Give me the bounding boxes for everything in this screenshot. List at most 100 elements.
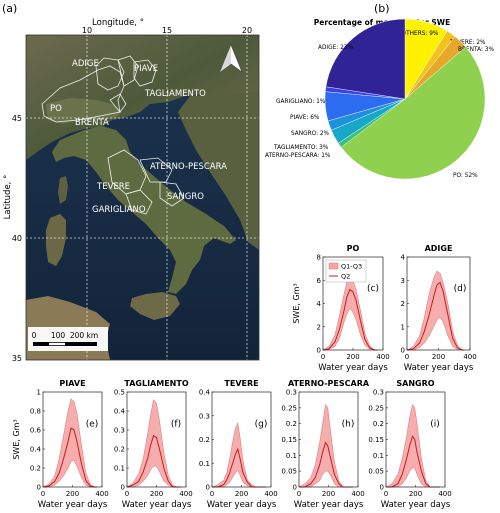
- y-tick-label: 0.25: [281, 404, 297, 412]
- basin-labels: ADIGE PIAVE TAGLIAMENTO PO BRENTA ATERNO…: [50, 59, 227, 215]
- map-x-axis-label: Longitude, °: [92, 18, 144, 28]
- x-tick-label: 0: [297, 490, 301, 498]
- chart-sangro: SANGRO 0 200 400 0 0.05 0.1 0.15 0.2 0.25 0.3 Water…: [368, 379, 451, 510]
- basin-label-piave: PIAVE: [134, 64, 158, 74]
- balkans-land: [178, 92, 259, 250]
- chart-po: PO 0 200 400 0 2 4 6 8 Water year days SWE, Gm³ (c)…: [292, 244, 390, 373]
- chart-title: PO: [347, 244, 360, 253]
- chart-adige: ADIGE 0 200 400 0 1 2 3 4 Water year days (d): [401, 244, 477, 373]
- basin-boundaries: [41, 55, 185, 215]
- chart-title: SANGRO: [396, 379, 434, 388]
- x-tick-label: 0: [405, 353, 409, 361]
- alps-land: [26, 35, 259, 160]
- y-tick-label: 4: [401, 254, 406, 262]
- chart-tagliamento: TAGLIAMENTO 0 200 400 0 0.1 0.2 0.3 0.4 0.5 Water …: [114, 379, 193, 510]
- basin-label-po: PO: [50, 104, 62, 114]
- pie-chart: OTHERS: 9% TEVERE: 2%BRENTA: 3% PO: 52% ATE…: [265, 18, 494, 180]
- map-y-tick: 40: [12, 234, 22, 243]
- y-tick-label: 8: [317, 254, 321, 262]
- pie-label-garigliano: GARIGLIANO: 1%: [276, 99, 326, 105]
- svg-text:(h): (h): [342, 420, 355, 430]
- map-x-tick: 10: [82, 26, 92, 35]
- y-tick-label: 0.05: [368, 468, 384, 476]
- x-tick-label: 0: [384, 490, 388, 498]
- y-axis-label: SWE, Gm³: [12, 419, 21, 459]
- x-axis-label: Water year days: [38, 500, 108, 510]
- y-tick-label: 2: [317, 323, 321, 331]
- x-tick-label: 400: [95, 490, 108, 498]
- y-tick-label: 0.2: [286, 420, 297, 428]
- y-tick-label: 0.1: [114, 465, 125, 473]
- italy-land: [52, 126, 236, 294]
- basin-label-garigliano: GARIGLIANO: [92, 205, 146, 215]
- y-tick-label: 0: [121, 484, 125, 492]
- basin-label-brenta: BRENTA: [75, 118, 109, 128]
- x-tick-label: 200: [409, 490, 422, 498]
- y-tick-label: 0.1: [286, 452, 297, 460]
- y-tick-label: 0.2: [114, 446, 125, 454]
- y-tick-label: 0.4: [30, 446, 42, 454]
- x-tick-label: 0: [321, 353, 325, 361]
- y-tick-label: 0.3: [373, 389, 384, 397]
- x-tick-label: 400: [351, 490, 364, 498]
- map-y-tick: 35: [12, 354, 22, 363]
- basin-label-tevere: TEVERE: [96, 182, 130, 192]
- sardinia-land: [46, 214, 66, 266]
- x-tick-label: 400: [463, 353, 476, 361]
- q2-line: [42, 427, 97, 488]
- panel-label-c: (c): [364, 282, 382, 295]
- x-axis-label: Water year days: [122, 500, 192, 510]
- x-tick-label: 0: [125, 490, 129, 498]
- y-tick-label: 0.2: [199, 436, 210, 444]
- q2-line: [212, 447, 266, 488]
- panel-label-h: (h): [339, 417, 357, 430]
- y-tick-label: 0.4: [114, 408, 126, 416]
- q1-q3-band: [298, 404, 353, 488]
- map-y-tick: 45: [12, 114, 22, 123]
- y-tick-label: 0.2: [373, 420, 384, 428]
- q1-q3-band: [385, 404, 440, 488]
- y-tick-label: 0: [401, 347, 405, 355]
- q2-line: [406, 281, 465, 351]
- pie-label-tagliamento: TAGLIAMENTO: 3%: [273, 145, 329, 151]
- basin-label-sangro: SANGRO: [167, 192, 204, 202]
- basin-label-adige: ADIGE: [72, 59, 99, 69]
- q2-line: [322, 288, 378, 351]
- panel-label-a: (a): [2, 2, 17, 15]
- q2-line: [386, 435, 440, 488]
- x-tick-label: 0: [210, 490, 214, 498]
- y-tick-label: 1: [37, 389, 41, 397]
- q1-q3-band: [126, 399, 181, 488]
- y-tick-label: 6: [317, 277, 322, 285]
- chart-title: ATERNO-PESCARA: [288, 379, 370, 388]
- y-tick-label: 0: [293, 484, 297, 492]
- panel-label-i: (i): [426, 417, 444, 430]
- x-axis-label: Water year days: [207, 500, 277, 510]
- chart-piave: PIAVE 0 200 400 0 0.2 0.4 0.6 0.8 1 Water year day…: [12, 379, 109, 510]
- scale-label-0: 0: [32, 331, 37, 340]
- q1-q3-band: [42, 398, 97, 488]
- y-tick-label: 0.2: [30, 465, 41, 473]
- y-tick-label: 0.4: [199, 389, 211, 397]
- north-arrow-icon: [219, 44, 243, 73]
- y-tick-label: 4: [317, 300, 322, 308]
- y-tick-label: 0.8: [30, 408, 41, 416]
- chart-title: ADIGE: [425, 244, 453, 253]
- y-tick-label: 0.25: [368, 404, 384, 412]
- pie-label-tevere: TEVERE: 2%: [449, 40, 486, 46]
- map-x-tick: 20: [242, 26, 252, 35]
- x-tick-label: 400: [179, 490, 192, 498]
- pie-label-adige: ADIGE: 23%: [318, 45, 353, 51]
- x-tick-label: 200: [235, 490, 248, 498]
- chart-title: TEVERE: [224, 379, 258, 388]
- x-axis-label: Water year days: [404, 363, 474, 373]
- satellite-map: [26, 35, 259, 360]
- x-tick-label: 200: [322, 490, 335, 498]
- y-tick-label: 2: [401, 300, 405, 308]
- y-tick-label: 0.05: [281, 468, 297, 476]
- y-tick-label: 0.15: [368, 436, 384, 444]
- pie-label-sangro: SANGRO: 2%: [291, 131, 330, 137]
- pie-label-others: OTHERS: 9%: [402, 31, 439, 37]
- legend-label: Q1-Q3: [341, 263, 362, 271]
